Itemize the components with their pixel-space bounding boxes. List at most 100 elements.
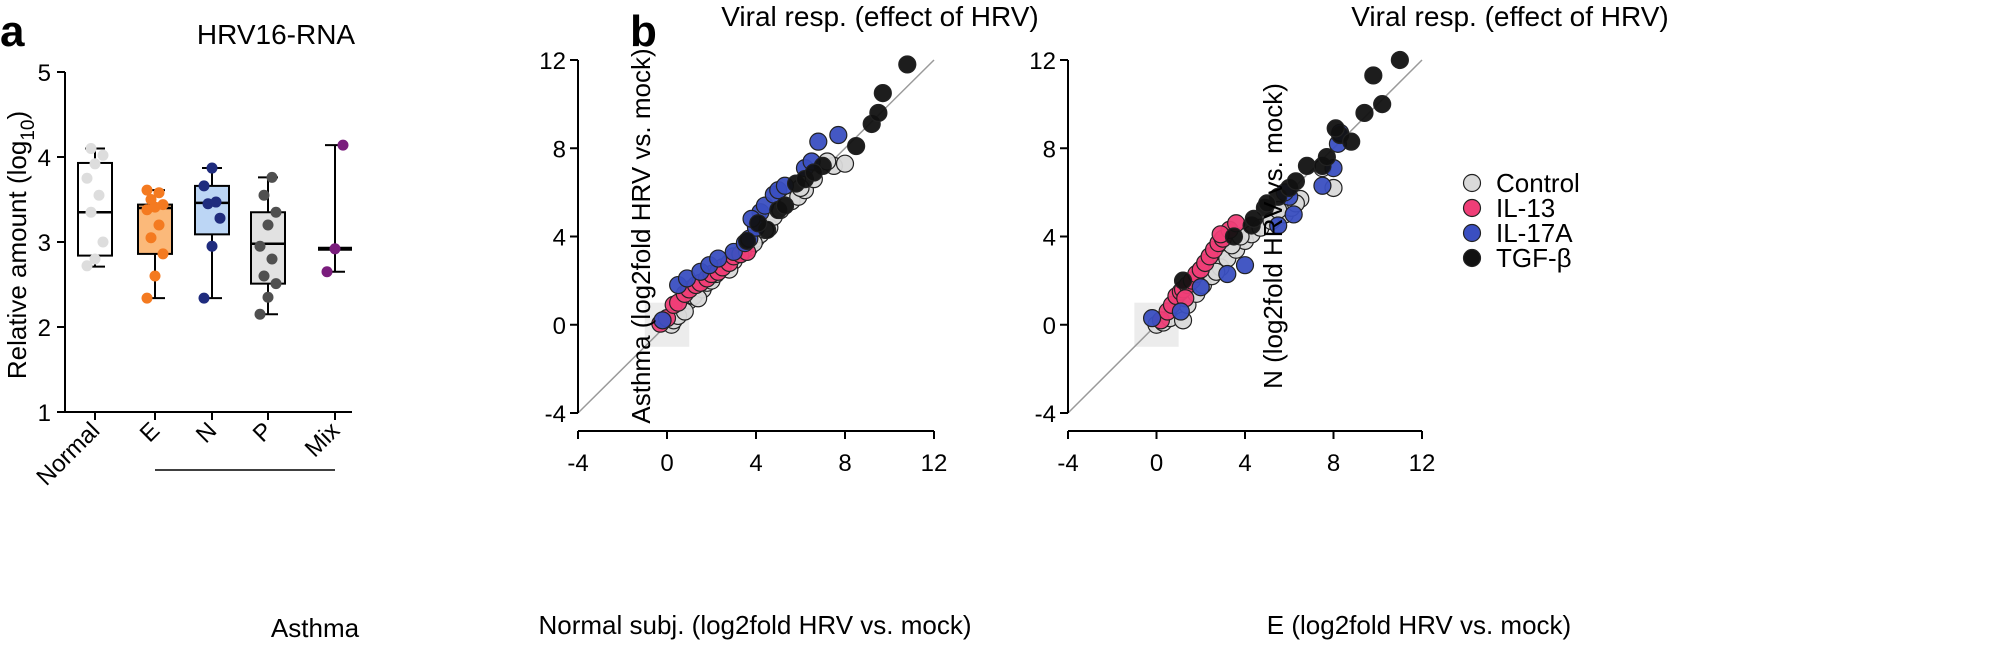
point-tgf [804, 163, 823, 182]
point-il17a [1191, 278, 1210, 297]
boxplot-ytick-label: 4 [38, 145, 51, 172]
data-point [254, 240, 266, 252]
boxplot-ytick-label: 3 [38, 230, 51, 257]
data-point [270, 206, 282, 218]
boxplot-ytick-label: 5 [38, 60, 51, 87]
point-tgf [1390, 50, 1409, 70]
data-point [145, 194, 157, 205]
point-tgf [1224, 227, 1244, 246]
xtick-label: -4 [1057, 450, 1078, 477]
point-tgf [749, 214, 768, 233]
xtick-label: 12 [1409, 450, 1436, 477]
point-il17a [653, 311, 672, 330]
point-tgf [775, 196, 795, 215]
data-point [145, 232, 157, 244]
point-il17a [829, 125, 848, 145]
data-point [157, 199, 169, 211]
data-point [198, 292, 210, 304]
scatter2-title: Viral resp. (effect of HRV) [1351, 1, 1668, 32]
xtick-label: 12 [921, 450, 948, 477]
boxplot-ylabel: Relative amount (log10) [2, 111, 39, 379]
scatter1-ylabel: Asthma (log2fold HRV vs. mock) [626, 48, 656, 423]
point-tgf [869, 103, 888, 123]
point-tgf [737, 231, 757, 251]
point-il17a [1313, 176, 1332, 195]
point-il17a [1171, 302, 1190, 321]
ytick-label: 4 [1043, 225, 1056, 252]
data-point [206, 162, 218, 174]
xtick-label: -4 [567, 450, 588, 477]
ytick-label: 0 [553, 313, 566, 340]
data-point [97, 149, 109, 161]
point-tgf [1326, 119, 1345, 138]
point-il17a [709, 249, 728, 268]
point-il17a [1142, 309, 1162, 328]
boxplot-ytick-label: 2 [38, 315, 51, 342]
data-point [254, 308, 266, 320]
point-tgf [1355, 103, 1374, 123]
point-il17a [809, 132, 828, 151]
scatter2-xlabel: E (log2fold HRV vs. mock) [1267, 610, 1571, 640]
boxplot-category-label: Mix [300, 417, 345, 462]
point-tgf [1373, 95, 1392, 114]
ytick-label: 0 [1043, 313, 1056, 340]
ytick-label: 8 [553, 136, 566, 163]
point-il17a [1218, 264, 1237, 284]
legend-label: IL-17A [1496, 218, 1573, 248]
data-point [149, 270, 161, 282]
data-point [153, 187, 165, 199]
scatter1-title: Viral resp. (effect of HRV) [721, 1, 1038, 32]
legend-swatch [1462, 198, 1482, 218]
data-point [81, 172, 93, 184]
scatter1-panel: -4 0 4 8 12 -4 0 4 8 12 [539, 48, 947, 477]
point-il17a [1284, 205, 1303, 224]
data-point [214, 212, 226, 224]
legend-swatch [1462, 223, 1482, 243]
point-control [835, 154, 855, 173]
data-point [258, 270, 270, 282]
data-point [89, 253, 101, 265]
xtick-label: 4 [1238, 450, 1251, 477]
point-tgf [1317, 147, 1336, 167]
point-tgf [1258, 194, 1277, 213]
box-n [194, 184, 230, 236]
data-point [206, 240, 218, 252]
xtick-label: 4 [749, 450, 762, 477]
scatter2-ylabel: N (log2fold HRV vs. mock) [1258, 83, 1288, 389]
point-tgf [898, 55, 917, 74]
data-point [210, 196, 222, 208]
data-point [89, 158, 101, 170]
point-il17a [1235, 256, 1255, 275]
data-point [85, 143, 97, 154]
ytick-label: -4 [545, 401, 566, 428]
scatter2-panel: -4 0 4 8 12 -4 0 4 8 12 [1029, 48, 1435, 477]
xtick-label: 0 [660, 450, 673, 477]
legend-swatch [1462, 173, 1482, 193]
ytick-label: 8 [1043, 136, 1056, 163]
xtick-label: 8 [838, 450, 851, 477]
boxplot-category-label: E [135, 417, 165, 447]
point-il17a [1269, 216, 1288, 235]
ytick-label: -4 [1035, 401, 1056, 428]
data-point [81, 260, 93, 272]
xtick-label: 8 [1327, 450, 1340, 477]
ytick-label: 12 [539, 48, 566, 75]
ytick-label: 4 [553, 225, 566, 252]
data-point [321, 266, 333, 278]
boxplot-ytick-label: 1 [38, 400, 51, 427]
panel-a-letter: a [0, 7, 25, 56]
point-tgf [873, 83, 892, 103]
data-point [141, 292, 153, 304]
data-point [198, 180, 210, 192]
data-point [262, 291, 274, 303]
legend-swatch [1462, 248, 1482, 268]
point-tgf [847, 136, 866, 156]
boxplot-title: HRV16-RNA [197, 19, 356, 50]
boxplot-category-label: P [248, 417, 278, 447]
data-point [258, 189, 270, 201]
data-point [329, 243, 341, 255]
data-point [266, 171, 278, 183]
legend-label: IL-13 [1496, 193, 1555, 223]
boxplot-panel: 1 2 3 4 5 Normal E N P Mix [31, 60, 352, 491]
